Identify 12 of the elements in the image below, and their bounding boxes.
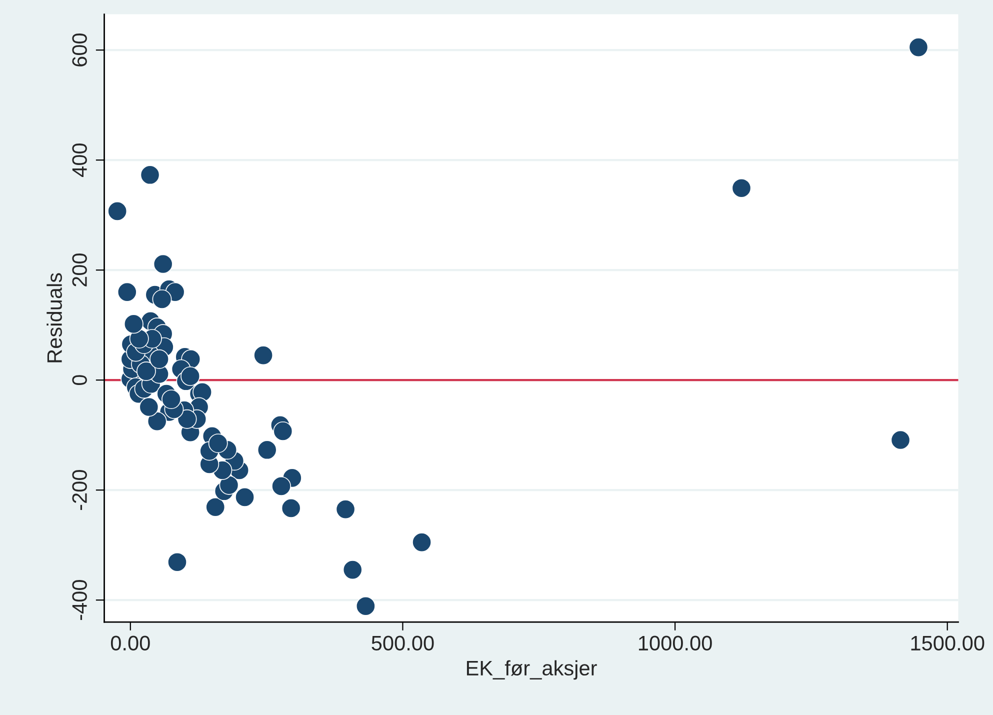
y-tick-label: 600 — [72, 33, 87, 66]
x-tick-label: 0.00 — [110, 636, 150, 651]
y-tick-label: 400 — [72, 143, 87, 177]
y-tick-label: 0 — [72, 375, 87, 386]
x-axis-title: EK_før_aksjer — [466, 660, 597, 680]
y-tick-label: 200 — [72, 253, 87, 286]
y-tick-label: -200 — [72, 470, 87, 510]
x-tick-label: 1500.00 — [911, 636, 984, 651]
y-axis-title: Residuals — [46, 273, 62, 362]
x-tick-label: 1000.00 — [638, 636, 712, 651]
x-tick-label: 500.00 — [372, 636, 434, 651]
y-tick-label: -400 — [72, 580, 87, 620]
